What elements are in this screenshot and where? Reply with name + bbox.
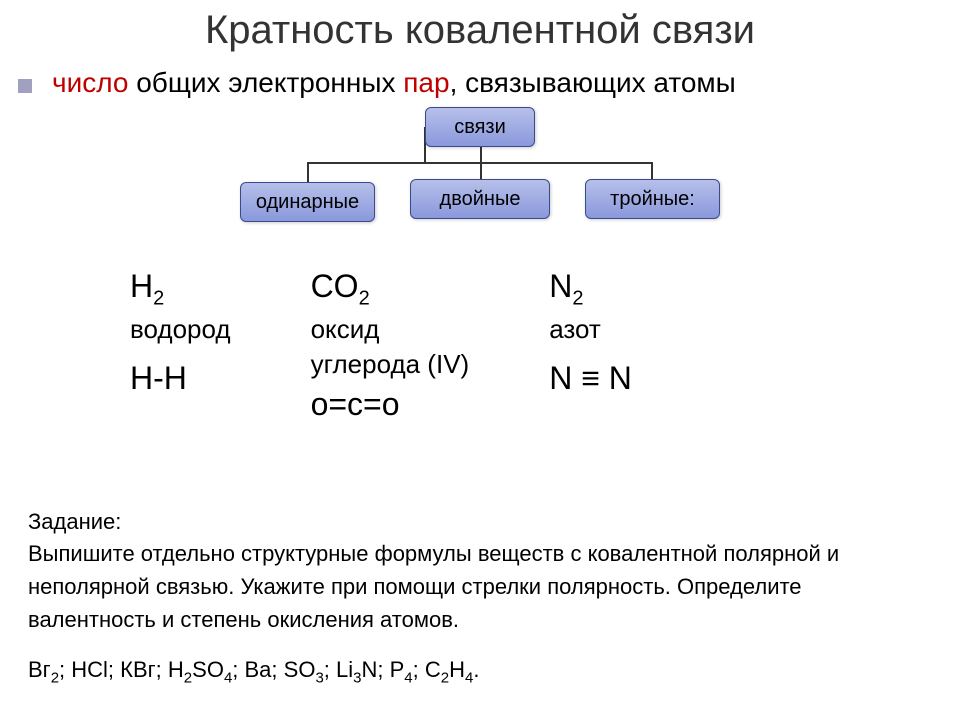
n2-f-b: 2 bbox=[572, 287, 583, 309]
def-word-4: , связывающих атомы bbox=[450, 67, 736, 98]
node-root: связи bbox=[425, 107, 535, 147]
tf-p6: N; P bbox=[361, 657, 404, 682]
co2-formula: CO2 bbox=[311, 265, 470, 312]
co2-f-b: 2 bbox=[359, 287, 370, 309]
co2-name2: углерода (IV) bbox=[311, 347, 470, 382]
tf-s6: 4 bbox=[404, 670, 412, 687]
co2-name1: оксид bbox=[311, 312, 470, 347]
n2-f-a: N bbox=[549, 268, 572, 304]
conn-drop-r bbox=[651, 162, 653, 179]
definition-line: число общих электронных пар, связывающих… bbox=[0, 67, 960, 99]
h2-name: водород bbox=[130, 312, 231, 347]
co2-struct: о=с=о bbox=[311, 383, 470, 426]
n2-formula: N2 bbox=[549, 265, 632, 312]
task-heading: Задание: bbox=[28, 508, 932, 537]
n2-s-b: N bbox=[600, 360, 632, 396]
tf-s2: 2 bbox=[184, 670, 192, 687]
h2-formula: H2 bbox=[130, 265, 231, 312]
tf-s1: 2 bbox=[51, 670, 59, 687]
tf-p8: H bbox=[449, 657, 465, 682]
task-line2: неполярной связью. Укажите при помощи ст… bbox=[28, 573, 932, 602]
task-block: Задание: Выпишите отдельно структурные ф… bbox=[28, 508, 932, 692]
tf-p3: SO bbox=[192, 657, 224, 682]
task-line1: Выпишите отдельно структурные формулы ве… bbox=[28, 540, 932, 569]
tf-p4: ; Ва; SO bbox=[232, 657, 315, 682]
bullet-icon bbox=[18, 79, 32, 93]
tf-p2: ; HCl; КВг; H bbox=[59, 657, 184, 682]
task-line3: валентность и степень окисления атомов. bbox=[28, 606, 932, 635]
tf-s4: 3 bbox=[315, 670, 323, 687]
tf-s7: 2 bbox=[441, 670, 449, 687]
bond-diagram: связи одинарные двойные тройные: bbox=[180, 107, 780, 237]
example-h2: H2 водород H-H bbox=[130, 265, 231, 426]
example-co2: CO2 оксид углерода (IV) о=с=о bbox=[311, 265, 470, 426]
def-word-1: число bbox=[52, 67, 128, 98]
co2-f-a: CO bbox=[311, 268, 359, 304]
n2-struct: N ≡ N bbox=[549, 357, 632, 400]
def-word-2: общих электронных bbox=[128, 67, 403, 98]
example-n2: N2 азот N ≡ N bbox=[549, 265, 632, 426]
n2-name: азот bbox=[549, 312, 632, 347]
tf-p5: ; Li bbox=[324, 657, 353, 682]
tf-p9: . bbox=[473, 657, 479, 682]
examples-row: H2 водород H-H CO2 оксид углерода (IV) о… bbox=[0, 265, 960, 426]
definition-text: число общих электронных пар, связывающих… bbox=[52, 67, 736, 99]
node-double: двойные bbox=[410, 179, 550, 219]
h2-f-b: 2 bbox=[153, 287, 164, 309]
task-formulas: Вг2; HCl; КВг; H2SO4; Ва; SO3; Li3N; P4;… bbox=[28, 656, 932, 688]
tf-p7: ; C bbox=[413, 657, 441, 682]
tf-p1: Вг bbox=[28, 657, 51, 682]
def-word-3: пар bbox=[403, 67, 449, 98]
h2-struct: H-H bbox=[130, 357, 231, 400]
page-title: Кратность ковалентной связи bbox=[0, 0, 960, 53]
h2-f-a: H bbox=[130, 268, 153, 304]
conn-drop-l bbox=[307, 162, 309, 182]
triple-bond-icon: ≡ bbox=[581, 360, 600, 396]
node-single: одинарные bbox=[240, 182, 375, 222]
conn-drop-m bbox=[480, 147, 482, 179]
node-triple: тройные: bbox=[585, 179, 720, 219]
n2-s-a: N bbox=[549, 360, 581, 396]
